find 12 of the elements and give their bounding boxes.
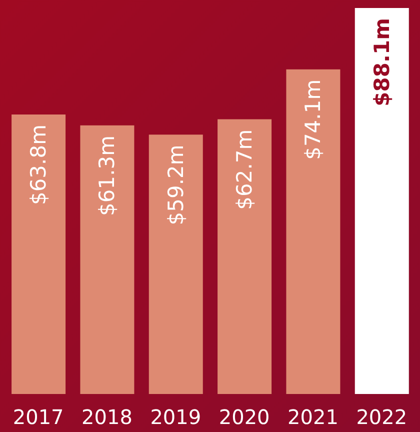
x-tick-label: 2019 [150,405,202,430]
x-tick-label: 2022 [356,405,408,430]
data-label: $63.8m [26,124,51,206]
data-label: $61.3m [95,135,120,216]
data-label: $74.1m [301,79,326,160]
data-label: $59.2m [164,144,188,226]
x-tick-label: 2018 [82,405,132,430]
x-tick-label: 2020 [218,405,270,430]
x-tick-label: 2017 [12,405,64,430]
data-label: $88.1m [370,18,394,106]
x-tick-label: 2021 [288,405,338,430]
data-label: $62.7m [232,129,257,210]
